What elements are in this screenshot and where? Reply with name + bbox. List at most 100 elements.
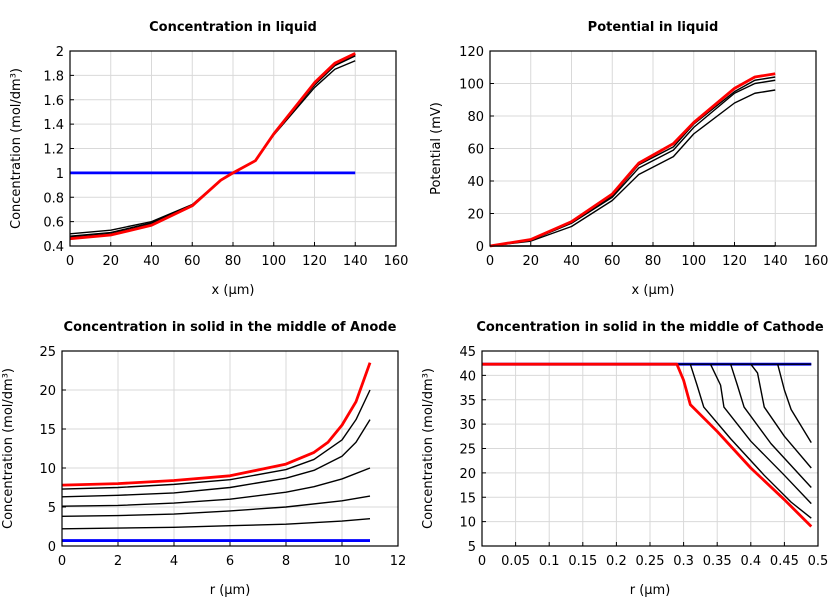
y-tick-label: 20 [459, 467, 476, 482]
x-tick-label: 2 [114, 554, 122, 569]
series-line-black [777, 363, 812, 444]
plot-frame [481, 350, 819, 547]
y-tick-label: 15 [39, 423, 56, 438]
y-tick-label: 60 [467, 143, 484, 158]
series-line-black [69, 55, 356, 237]
y-tick-label: 120 [459, 45, 484, 60]
y-tick-label: 1.2 [43, 143, 64, 158]
plot-frame [489, 50, 817, 247]
y-tick-label: 100 [459, 78, 484, 93]
x-tick-label: 6 [226, 554, 234, 569]
y-tick-label: 1.8 [43, 69, 64, 84]
y-axis-label: Concentration (mol/dm³) [1, 368, 16, 529]
subplot-3: 0 2 4 6 8 10 12 0 5 10 15 20 25 Concentration in soli… [1, 320, 406, 598]
chart-title: Concentration in solid in the middle of … [476, 320, 824, 335]
x-tick-label: 0.2 [606, 554, 627, 569]
y-tick-label: 0 [48, 540, 56, 555]
x-tick-label: 20 [102, 254, 119, 269]
y-tick-label: 2 [56, 45, 64, 60]
x-tick-label: 160 [804, 254, 829, 269]
y-tick-label: 10 [459, 516, 476, 531]
x-tick-label: 4 [170, 554, 178, 569]
x-tick-label: 0 [66, 254, 74, 269]
y-tick-label: 45 [459, 345, 476, 360]
x-tick-label: 0.35 [703, 554, 732, 569]
x-tick-label: 100 [681, 254, 706, 269]
y-tick-label: 0 [476, 240, 484, 255]
y-tick-label: 1.4 [43, 118, 64, 133]
x-tick-label: 0.1 [539, 554, 560, 569]
y-tick-label: 25 [39, 345, 56, 360]
series-line-black [61, 419, 371, 498]
x-tick-label: 0 [486, 254, 494, 269]
y-tick-label: 25 [459, 443, 476, 458]
x-tick-label: 120 [302, 254, 327, 269]
x-tick-label: 40 [563, 254, 580, 269]
series-line-red [482, 362, 813, 528]
y-tick-label: 40 [459, 369, 476, 384]
y-tick-label: 10 [39, 462, 56, 477]
x-tick-label: 20 [522, 254, 539, 269]
series-line-black [61, 389, 371, 490]
subplot-2: 0 20 40 60 80 100 120 140 160 0 20 40 60 80 100 120 Pote… [429, 20, 828, 298]
x-tick-label: 60 [184, 254, 201, 269]
series-line-black [750, 363, 812, 469]
series-line-black [689, 363, 812, 519]
y-tick-label: 5 [48, 501, 56, 516]
series-line-black [61, 467, 371, 507]
series-line-black [709, 363, 812, 505]
y-tick-label: 1 [56, 167, 64, 182]
x-tick-label: 0.4 [740, 554, 761, 569]
series-line-red [69, 52, 356, 241]
x-tick-label: 80 [645, 254, 662, 269]
series-line-red [489, 72, 776, 248]
x-tick-label: 160 [384, 254, 409, 269]
plot-frame [61, 350, 399, 547]
y-tick-label: 0.4 [43, 240, 64, 255]
x-axis-label: x (µm) [212, 283, 255, 298]
series-line-black [61, 518, 371, 530]
y-axis-label: Concentration (mol/dm³) [9, 68, 24, 229]
y-tick-label: 0.6 [43, 216, 64, 231]
series-line-black [69, 54, 356, 239]
x-tick-label: 8 [282, 554, 290, 569]
y-tick-label: 20 [467, 208, 484, 223]
series-line-black [729, 363, 812, 488]
x-tick-label: 12 [390, 554, 407, 569]
series-line-black [489, 89, 776, 247]
y-axis-label: Concentration (mol/dm³) [421, 368, 436, 529]
y-tick-label: 5 [468, 540, 476, 555]
y-tick-label: 30 [459, 418, 476, 433]
chart-title: Concentration in solid in the middle of … [64, 320, 397, 335]
y-axis-label: Potential (mV) [429, 102, 444, 195]
x-tick-label: 0.25 [636, 554, 665, 569]
y-tick-label: 1.6 [43, 94, 64, 109]
series-line-red [61, 362, 372, 487]
plot-frame [69, 50, 397, 247]
subplot-1: 0 20 40 60 80 100 120 140 160 0.4 0.6 0.8 1 1.2 1.4 1.6… [9, 20, 408, 298]
y-tick-label: 0.8 [43, 191, 64, 206]
x-tick-label: 120 [722, 254, 747, 269]
x-tick-label: 0.15 [568, 554, 597, 569]
x-tick-label: 60 [604, 254, 621, 269]
y-tick-label: 15 [459, 491, 476, 506]
y-tick-label: 80 [467, 110, 484, 125]
chart-title: Potential in liquid [588, 20, 719, 35]
x-tick-label: 0.5 [808, 554, 829, 569]
x-axis-label: r (µm) [210, 583, 251, 598]
x-tick-label: 0 [58, 554, 66, 569]
x-tick-label: 0.3 [673, 554, 694, 569]
y-tick-label: 40 [467, 175, 484, 190]
x-tick-label: 80 [225, 254, 242, 269]
x-tick-label: 0 [478, 554, 486, 569]
x-axis-label: r (µm) [630, 583, 671, 598]
subplot-4: 0 0.05 0.1 0.15 0.2 0.25 0.3 0.35 0.4 0.45 0.5 5 10 1… [421, 320, 828, 598]
x-tick-label: 0.05 [501, 554, 530, 569]
x-tick-label: 100 [261, 254, 286, 269]
x-axis-label: x (µm) [632, 283, 675, 298]
x-tick-label: 140 [763, 254, 788, 269]
chart-title: Concentration in liquid [149, 20, 317, 35]
x-tick-label: 10 [334, 554, 351, 569]
y-tick-label: 20 [39, 384, 56, 399]
